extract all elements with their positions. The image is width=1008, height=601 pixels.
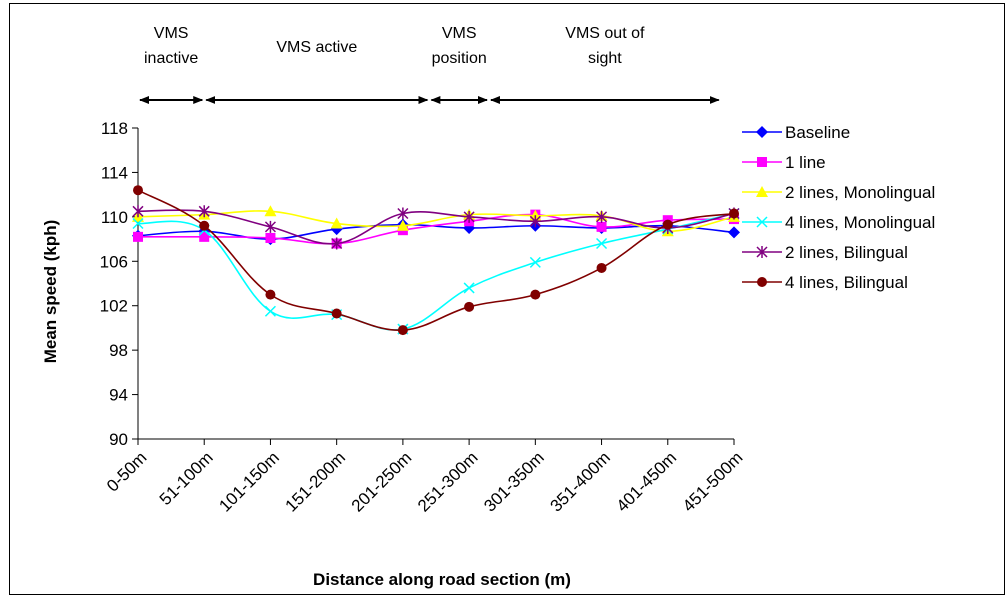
data-point xyxy=(331,308,342,319)
series-4-lines-bilingual xyxy=(133,185,739,336)
data-point xyxy=(265,289,276,300)
legend-marker xyxy=(756,216,768,228)
data-point xyxy=(397,207,409,220)
data-point xyxy=(529,256,541,268)
data-point xyxy=(265,232,276,243)
data-point xyxy=(199,231,210,242)
data-point xyxy=(464,301,475,312)
series-lines xyxy=(132,185,740,336)
series-line xyxy=(137,209,735,245)
axes xyxy=(137,128,734,440)
y-tick-label: 98 xyxy=(109,341,128,360)
series-2-lines-monolingual xyxy=(132,205,740,237)
legend-label: 4 lines, Bilingual xyxy=(785,273,908,292)
x-axis-title: Distance along road section (m) xyxy=(313,570,571,589)
data-point xyxy=(397,325,408,336)
chart-frame: 90 94 98 102 106 110 114 118 0-50m 51-100m 101-15… xyxy=(9,3,1005,595)
y-tick-label: 102 xyxy=(100,297,128,316)
region-label: VMS out of xyxy=(565,25,645,42)
legend-marker xyxy=(756,186,768,197)
legend-item: 2 lines, Monolingual xyxy=(742,183,935,202)
x-tick-label: 151-200m xyxy=(282,448,350,516)
y-axis-title: Mean speed (kph) xyxy=(41,220,60,364)
legend-label: 1 line xyxy=(785,153,826,172)
data-point xyxy=(463,210,475,223)
vms-regions: VMS inactive VMS active VMS position VMS out … xyxy=(139,25,720,104)
data-point xyxy=(596,221,607,232)
x-tick-label: 301-350m xyxy=(480,448,548,516)
data-point xyxy=(331,237,343,250)
legend-label: 2 lines, Bilingual xyxy=(785,243,908,262)
data-point xyxy=(596,210,608,223)
region-label: sight xyxy=(588,50,622,67)
series-line xyxy=(137,210,735,233)
series-2-lines-bilingual xyxy=(132,205,740,250)
y-tick-label: 118 xyxy=(101,119,128,138)
x-tick-label: 0-50m xyxy=(103,448,151,496)
x-tick-label: 251-300m xyxy=(414,448,482,516)
data-point xyxy=(530,289,541,300)
legend-item: Baseline xyxy=(742,123,850,142)
region-label: VMS active xyxy=(276,39,357,56)
data-point xyxy=(596,237,608,250)
data-point xyxy=(132,217,144,230)
x-tick-label: 201-250m xyxy=(348,448,416,516)
legend-item: 2 lines, Bilingual xyxy=(742,243,908,262)
data-point xyxy=(132,205,144,218)
x-tick-label: 101-150m xyxy=(215,448,283,516)
data-point xyxy=(264,305,276,317)
legend-label: 4 lines, Monolingual xyxy=(785,213,935,232)
y-tick-label: 106 xyxy=(100,252,128,271)
x-axis-ticks: 0-50m 51-100m101-150m151-200m201-250m251-… xyxy=(103,439,747,516)
x-tick-label: 51-100m xyxy=(156,448,217,509)
legend-marker xyxy=(757,277,767,287)
region-label: inactive xyxy=(144,50,198,67)
data-point xyxy=(729,208,739,219)
legend: Baseline 1 line 2 lines, Monolingual 4 line… xyxy=(742,123,935,292)
legend-marker xyxy=(757,157,767,167)
data-point xyxy=(199,220,210,231)
data-point xyxy=(662,219,673,230)
data-point xyxy=(529,215,541,228)
legend-item: 4 lines, Monolingual xyxy=(742,213,935,232)
data-point xyxy=(198,205,210,218)
data-point xyxy=(728,226,740,239)
region-label: position xyxy=(432,50,487,67)
line-chart: 90 94 98 102 106 110 114 118 0-50m 51-100m101-15… xyxy=(41,25,935,589)
y-tick-label: 90 xyxy=(109,430,128,449)
legend-item: 1 line xyxy=(742,153,826,172)
data-point xyxy=(596,262,607,273)
y-axis-ticks: 90 94 98 102 106 110 114 118 xyxy=(100,119,138,449)
x-tick-label: 351-400m xyxy=(546,448,614,516)
data-point xyxy=(264,205,277,217)
series-line xyxy=(137,212,735,331)
y-tick-label: 94 xyxy=(109,386,128,405)
data-point xyxy=(330,217,343,229)
legend-label: Baseline xyxy=(785,123,850,142)
data-point xyxy=(264,220,276,233)
legend-label: 2 lines, Monolingual xyxy=(785,183,935,202)
region-label: VMS xyxy=(442,25,477,42)
series-line xyxy=(137,213,735,245)
data-point xyxy=(133,231,143,242)
series-4-lines-monolingual xyxy=(132,207,740,335)
series-line xyxy=(137,189,735,331)
legend-marker xyxy=(756,126,768,138)
legend-marker xyxy=(756,246,768,258)
data-point xyxy=(463,282,475,294)
y-tick-label: 114 xyxy=(101,163,128,182)
legend-item: 4 lines, Bilingual xyxy=(742,273,908,292)
data-point xyxy=(396,219,409,231)
data-point xyxy=(133,185,143,196)
x-tick-label: 451-500m xyxy=(679,448,747,516)
y-tick-label: 110 xyxy=(101,208,128,227)
region-label: VMS xyxy=(154,25,189,42)
x-tick-label: 401-450m xyxy=(613,448,681,516)
